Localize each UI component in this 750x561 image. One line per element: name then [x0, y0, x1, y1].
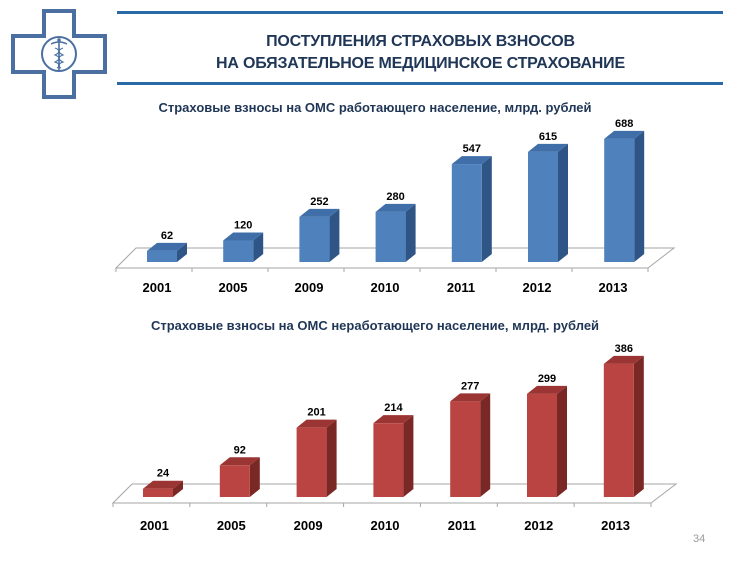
x-axis-category-label: 2001	[140, 518, 169, 533]
bar-value-label: 120	[234, 220, 252, 232]
chart-bar	[375, 203, 416, 262]
bar-chart-nonworking-population: 24 2001 92 2005 201 2009 214 2010 277 2011 299 2012…	[111, 343, 678, 533]
x-axis-category-label: 2012	[523, 280, 552, 295]
bar-value-label: 24	[157, 468, 170, 480]
chart-bar	[299, 208, 340, 262]
x-axis-category-label: 2001	[143, 280, 172, 295]
chart-bar	[147, 242, 187, 262]
chart-bar	[603, 355, 644, 497]
page-title-line2: НА ОБЯЗАТЕЛЬНОЕ МЕДИЦИНСКОЕ СТРАХОВАНИЕ	[216, 55, 625, 72]
bar-value-label: 547	[463, 143, 481, 155]
bar-chart-working-population: 62 2001 120 2005 252 2009 280 2010 547 2011 615 201…	[114, 118, 676, 295]
chart-bar	[527, 385, 567, 497]
x-axis-category-label: 2011	[447, 280, 475, 295]
chart-bar	[604, 130, 645, 262]
chart-bar	[143, 480, 183, 497]
x-axis-category-label: 2009	[295, 280, 324, 295]
bar-value-label: 201	[307, 407, 325, 419]
x-axis-category-label: 2012	[524, 518, 553, 533]
x-axis-category-label: 2011	[448, 518, 476, 533]
x-axis-category-label: 2010	[371, 518, 400, 533]
bar-value-label: 252	[310, 196, 328, 208]
x-axis-category-label: 2005	[217, 518, 246, 533]
bar-value-label: 299	[538, 373, 556, 385]
chart-bar	[223, 232, 264, 262]
x-axis-category-label: 2013	[599, 280, 628, 295]
chart-title-working: Страховые взносы на ОМС работающего насе…	[158, 100, 592, 115]
bar-value-label: 615	[539, 131, 557, 143]
x-axis-category-label: 2005	[219, 280, 248, 295]
bar-value-label: 92	[234, 444, 246, 456]
header-divider-top	[117, 11, 723, 14]
chart-title-nonworking: Страховые взносы на ОМС неработающего на…	[150, 318, 600, 333]
bar-value-label: 214	[384, 402, 403, 414]
chart-bar	[450, 393, 491, 497]
chart-bar	[451, 156, 492, 262]
chart-bar	[528, 143, 568, 262]
bar-value-label: 386	[615, 343, 633, 355]
header-divider-bottom	[117, 82, 723, 85]
medical-cross-caduceus-icon	[11, 9, 107, 99]
x-axis-category-label: 2013	[601, 518, 630, 533]
page-number: 34	[693, 533, 706, 545]
page-title-line1: ПОСТУПЛЕНИЯ СТРАХОВЫХ ВЗНОСОВ	[266, 33, 575, 50]
chart-bar	[373, 415, 414, 497]
chart-bar	[219, 457, 260, 497]
bar-value-label: 280	[386, 191, 404, 203]
bar-value-label: 277	[461, 380, 479, 392]
x-axis-category-label: 2010	[371, 280, 400, 295]
x-axis-category-label: 2009	[294, 518, 323, 533]
chart-bar	[296, 419, 337, 497]
bar-value-label: 688	[615, 118, 633, 130]
bar-value-label: 62	[161, 230, 173, 242]
